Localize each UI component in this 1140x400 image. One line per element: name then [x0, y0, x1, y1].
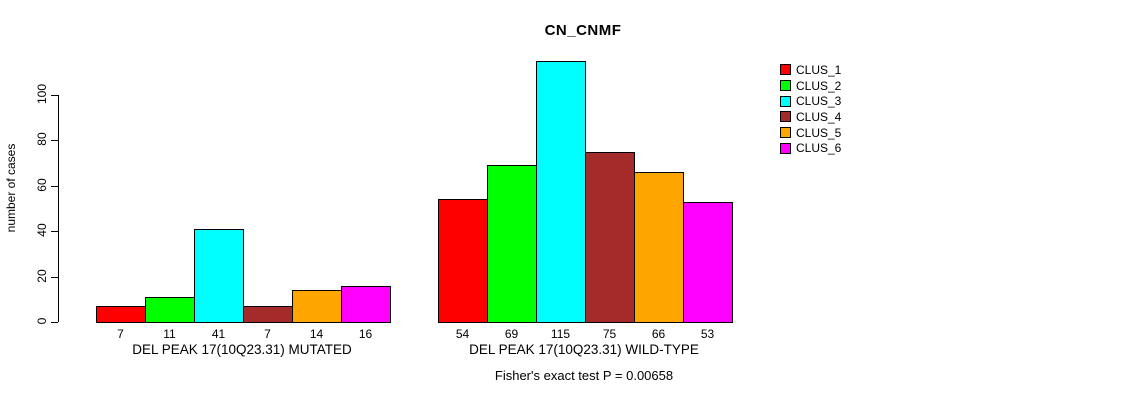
bar-clus_2-group2 [487, 165, 537, 323]
y-tick-label: 40 [35, 223, 49, 237]
legend-swatch-icon [780, 142, 791, 154]
bar-value-label: 7 [117, 327, 124, 341]
legend-label: CLUS_2 [796, 78, 842, 93]
bar-clus_5-group1 [292, 290, 342, 323]
group-label-mutated: DEL PEAK 17(10Q23.31) MUTATED [132, 342, 352, 357]
y-axis-line [58, 95, 59, 322]
y-tick-label: 0 [35, 317, 49, 325]
legend-swatch-icon [780, 64, 791, 76]
bar-value-label: 66 [651, 327, 666, 341]
y-tick-mark [51, 277, 58, 278]
legend-label: CLUS_4 [796, 109, 842, 124]
legend-row-clus_3: CLUS_3 [780, 93, 841, 109]
legend-row-clus_6: CLUS_6 [780, 140, 841, 156]
bar-value-label: 53 [700, 327, 715, 341]
bar-clus_2-group1 [145, 297, 195, 323]
bar-value-label: 115 [550, 327, 571, 341]
bar-clus_6-group1 [341, 286, 391, 323]
bar-value-label: 14 [309, 327, 324, 341]
bar-value-label: 11 [163, 327, 176, 341]
bar-clus_3-group2 [536, 61, 586, 323]
y-tick-mark [51, 186, 58, 187]
bar-clus_3-group1 [194, 229, 244, 323]
group-label-wild-type: DEL PEAK 17(10Q23.31) WILD-TYPE [469, 342, 699, 357]
legend-row-clus_1: CLUS_1 [780, 62, 841, 78]
legend-row-clus_5: CLUS_5 [780, 125, 841, 141]
bar-value-label: 16 [358, 327, 373, 341]
bar-value-label: 41 [211, 327, 226, 341]
legend-label: CLUS_5 [796, 125, 842, 140]
chart-title: CN_CNMF [544, 22, 622, 39]
bar-clus_1-group2 [438, 199, 488, 323]
legend-swatch-icon [780, 95, 791, 107]
legend-swatch-icon [780, 127, 791, 139]
legend-label: CLUS_6 [796, 141, 842, 156]
bar-clus_4-group2 [585, 152, 635, 323]
bar-clus_1-group1 [96, 306, 146, 323]
legend-swatch-icon [780, 111, 791, 123]
bar-clus_4-group1 [243, 306, 293, 323]
legend-row-clus_4: CLUS_4 [780, 109, 841, 125]
bar-value-label: 54 [455, 327, 470, 341]
y-tick-label: 20 [35, 269, 49, 283]
legend-label: CLUS_1 [796, 62, 842, 77]
fisher-test-annotation: Fisher's exact test P = 0.00658 [494, 368, 674, 383]
y-tick-mark [51, 231, 58, 232]
y-tick-mark [51, 95, 58, 96]
legend-label: CLUS_3 [796, 94, 842, 109]
bar-value-label: 69 [504, 327, 519, 341]
y-tick-mark [51, 140, 58, 141]
y-tick-label: 60 [35, 178, 49, 192]
bar-clus_6-group2 [683, 202, 733, 323]
y-tick-label: 80 [35, 132, 49, 146]
y-tick-mark [51, 322, 58, 323]
y-axis-title: number of cases [4, 143, 18, 233]
legend: CLUS_1 CLUS_2 CLUS_3 CLUS_4 CLUS_5 CLUS_6 [780, 62, 841, 156]
bar-value-label: 75 [602, 327, 617, 341]
legend-swatch-icon [780, 80, 791, 92]
bar-value-label: 7 [264, 327, 271, 341]
legend-row-clus_2: CLUS_2 [780, 78, 841, 94]
bar-clus_5-group2 [634, 172, 684, 323]
y-tick-label: 100 [35, 83, 49, 105]
